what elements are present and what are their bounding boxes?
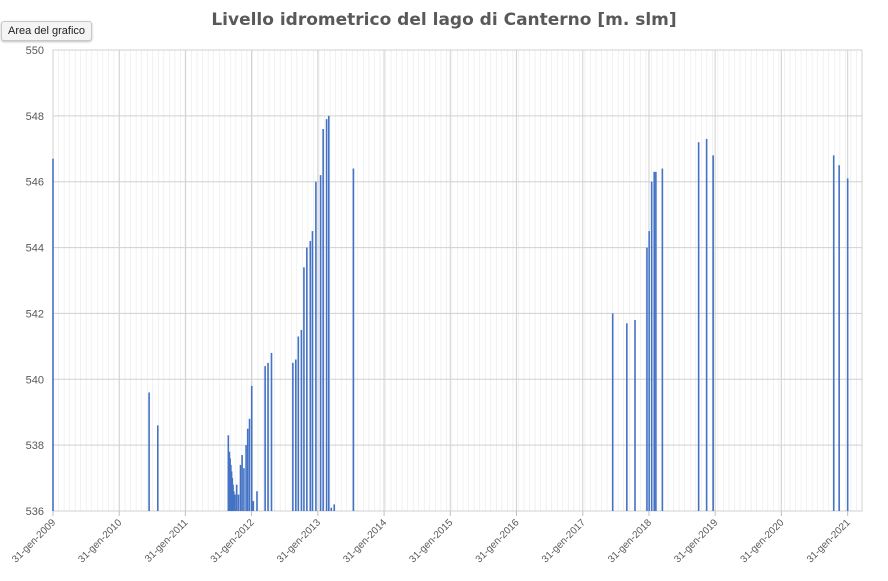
bar[interactable] [232, 491, 235, 511]
bar[interactable] [661, 168, 664, 512]
y-tick-label: 548 [26, 111, 44, 123]
bar[interactable] [300, 329, 303, 511]
y-tick-label: 546 [26, 177, 44, 189]
bar[interactable] [241, 455, 243, 511]
bar[interactable] [846, 178, 849, 511]
x-tick-label: 31-gen-2009 [10, 517, 58, 565]
bar[interactable] [352, 168, 355, 512]
x-axis: 31-gen-2009 31-gen-2010 31-gen-2011 31-gen-… [10, 511, 853, 565]
bar[interactable] [712, 155, 714, 511]
bar[interactable] [52, 158, 54, 511]
bar[interactable] [832, 155, 835, 511]
bar[interactable] [333, 504, 336, 511]
minor-gridlines [58, 50, 857, 511]
bar[interactable] [235, 484, 238, 511]
y-tick-label: 544 [26, 243, 44, 255]
x-tick-label: 31-gen-2010 [76, 517, 124, 565]
bar[interactable] [234, 494, 236, 511]
y-axis: 536 538 540 542 544 546 548 550 [26, 45, 44, 518]
bar[interactable] [325, 119, 328, 512]
bar[interactable] [648, 231, 650, 511]
bar[interactable] [330, 507, 333, 511]
x-tick-label: 31-gen-2020 [739, 517, 787, 565]
bar[interactable] [297, 336, 300, 511]
x-tick-label: 31-gen-2017 [540, 517, 588, 565]
bar[interactable] [264, 366, 266, 511]
bar[interactable] [697, 142, 700, 511]
bar[interactable] [148, 392, 150, 511]
y-tick-label: 538 [26, 440, 44, 452]
bar[interactable] [634, 320, 636, 511]
data-series [52, 115, 849, 512]
bar[interactable] [309, 240, 312, 511]
x-tick-label: 31-gen-2021 [805, 517, 853, 565]
bar[interactable] [237, 494, 240, 511]
bar[interactable] [267, 362, 269, 511]
bar[interactable] [303, 267, 305, 511]
x-tick-label: 31-gen-2018 [606, 517, 654, 565]
x-tick-label: 31-gen-2013 [275, 517, 323, 565]
bar[interactable] [246, 428, 249, 511]
x-tick-label: 31-gen-2015 [407, 517, 455, 565]
chart-title: Livello idrometrico del lago di Canterno… [211, 10, 677, 30]
bar[interactable] [306, 247, 308, 512]
bar[interactable] [311, 231, 314, 511]
bar[interactable] [292, 362, 294, 511]
bar[interactable] [252, 501, 255, 511]
bar[interactable] [838, 165, 840, 511]
bar[interactable] [611, 313, 614, 511]
bar[interactable] [243, 468, 245, 511]
bar[interactable] [646, 247, 648, 512]
x-tick-label: 31-gen-2011 [143, 517, 191, 565]
bar[interactable] [227, 435, 230, 511]
y-tick-label: 550 [26, 45, 44, 57]
bar[interactable] [250, 385, 253, 511]
bar[interactable] [626, 323, 628, 511]
bar[interactable] [650, 181, 653, 511]
y-tick-label: 542 [26, 308, 44, 320]
x-tick-label: 31-gen-2012 [209, 517, 257, 565]
bar[interactable] [156, 425, 159, 511]
chart-area-tooltip: Area del grafico [1, 21, 93, 41]
bar[interactable] [655, 171, 657, 512]
y-tick-label: 540 [26, 374, 44, 386]
bar[interactable] [256, 491, 258, 511]
x-tick-label: 31-gen-2019 [672, 517, 720, 565]
bar[interactable] [270, 352, 273, 511]
bar[interactable] [245, 445, 247, 511]
bar[interactable] [327, 115, 330, 511]
bar[interactable] [705, 138, 708, 511]
bar[interactable] [239, 464, 242, 511]
y-tick-label: 536 [26, 506, 44, 518]
bar[interactable] [315, 181, 317, 511]
bar[interactable] [653, 171, 656, 512]
bar[interactable] [294, 359, 297, 511]
bar[interactable] [322, 129, 324, 511]
bar[interactable] [319, 175, 322, 511]
bar[interactable] [248, 418, 251, 511]
x-tick-label: 31-gen-2016 [474, 517, 522, 565]
x-tick-label: 31-gen-2014 [341, 517, 389, 565]
